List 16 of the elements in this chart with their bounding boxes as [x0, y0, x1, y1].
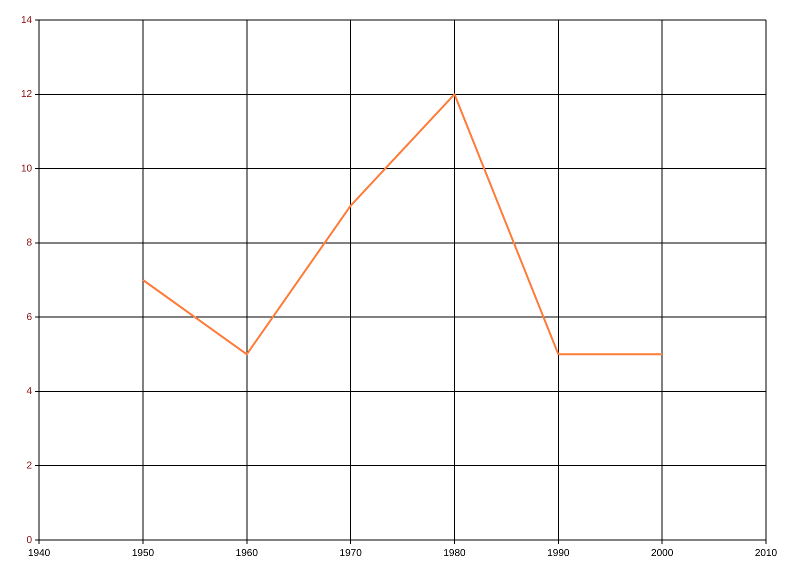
y-tick-label: 4 [26, 386, 33, 398]
x-tick-label: 2010 [754, 548, 778, 559]
y-tick-label: 6 [26, 312, 33, 323]
x-tick-label: 1960 [236, 548, 258, 559]
x-tick-label: 1940 [28, 548, 51, 559]
y-tick-label: 12 [21, 89, 33, 100]
y-tick-label: 14 [21, 14, 33, 26]
x-tick-label: 1950 [132, 548, 155, 559]
x-tick-label: 2000 [651, 548, 674, 559]
y-tick-label: 10 [21, 163, 33, 174]
y-tick-label: 2 [26, 460, 33, 472]
y-tick-label: 0 [26, 534, 33, 546]
x-tick-label: 1980 [443, 548, 466, 559]
x-tick-label: 1990 [547, 548, 570, 559]
x-tick-label: 1970 [340, 548, 362, 559]
y-tick-label: 8 [26, 238, 33, 249]
